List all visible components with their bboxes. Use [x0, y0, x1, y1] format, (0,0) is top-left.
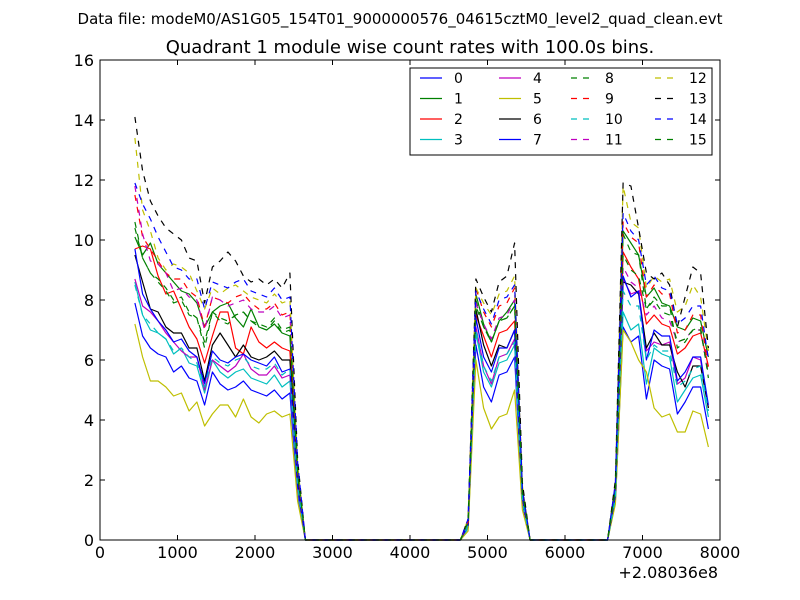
- legend-label-12: 12: [689, 71, 707, 87]
- legend-box: [409, 67, 713, 156]
- legend-label-5: 5: [533, 92, 542, 108]
- series-line-9: [134, 194, 709, 541]
- legend-label-6: 6: [533, 112, 542, 128]
- x-tick-label: 3000: [312, 543, 353, 562]
- y-tick-label: 16: [74, 51, 94, 70]
- y-tick-label: 2: [84, 471, 94, 490]
- chart-title: Quadrant 1 module wise count rates with …: [166, 37, 655, 58]
- x-tick-label: 1000: [157, 543, 198, 562]
- legend-label-0: 0: [454, 71, 463, 87]
- legend-label-10: 10: [605, 112, 623, 128]
- series-line-15: [134, 221, 709, 541]
- legend-label-11: 11: [605, 133, 623, 149]
- legend-label-4: 4: [533, 71, 542, 87]
- y-tick-label: 8: [84, 291, 94, 310]
- y-tick-label: 6: [84, 351, 94, 370]
- suptitle: Data file: modeM0/AS1G05_154T01_90000005…: [78, 10, 723, 29]
- plot-lines: [134, 116, 709, 541]
- x-tick-labels: 0 1000 2000 3000 4000 5000 6000 7000 8000: [95, 543, 740, 562]
- x-tick-label: 2000: [235, 543, 276, 562]
- series-line-5: [134, 323, 709, 541]
- x-offset-label: +2.08036e8: [618, 563, 718, 582]
- series-line-11: [134, 185, 709, 541]
- y-tick-labels: 0 2 4 6 8 10 12 14 16: [74, 51, 94, 550]
- x-tick-label: 7000: [622, 543, 663, 562]
- y-tick-label: 4: [84, 411, 94, 430]
- x-tick-label: 8000: [700, 543, 741, 562]
- y-tick-label: 14: [74, 111, 94, 130]
- y-tick-label: 10: [74, 231, 94, 250]
- series-line-10: [134, 284, 709, 541]
- x-tick-label: 4000: [390, 543, 431, 562]
- legend-label-15: 15: [689, 133, 707, 149]
- legend-label-9: 9: [605, 92, 614, 108]
- legend-label-2: 2: [454, 112, 463, 128]
- y-tick-label: 12: [74, 171, 94, 190]
- legend-label-8: 8: [605, 71, 614, 87]
- x-tick-label: 0: [95, 543, 105, 562]
- series-line-3: [134, 281, 709, 541]
- legend-label-3: 3: [454, 133, 463, 149]
- legend-label-7: 7: [533, 133, 542, 149]
- x-tick-label: 6000: [545, 543, 586, 562]
- legend-label-14: 14: [689, 112, 707, 128]
- legend-label-13: 13: [689, 92, 707, 108]
- y-tick-label: 0: [84, 531, 94, 550]
- axis-ticks: [99, 59, 721, 541]
- x-tick-label: 5000: [467, 543, 508, 562]
- legend-label-1: 1: [454, 92, 463, 108]
